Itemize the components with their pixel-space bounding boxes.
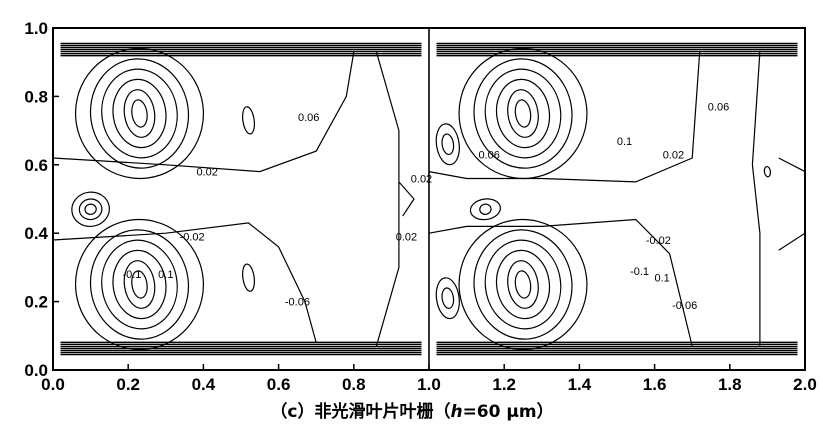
x-tick-label: 1.0 [417, 375, 441, 394]
contour-label: 0.06 [298, 112, 319, 124]
x-tick-label: 1.6 [643, 375, 667, 394]
y-tick-label: 0.4 [24, 224, 48, 243]
contour-label: -0.1 [122, 269, 141, 281]
contour-label: 0.02 [411, 173, 432, 185]
x-tick-label: 1.8 [718, 375, 742, 394]
contour-label: 0.06 [708, 102, 729, 114]
caption-variable: h [450, 402, 462, 422]
contour-label: 0.02 [663, 150, 684, 162]
y-axis-ticks: 0.0 0.2 0.4 0.6 0.8 1.0 [24, 19, 59, 380]
x-tick-label: 0.0 [41, 375, 65, 394]
x-tick-label: 0.8 [342, 375, 366, 394]
x-tick-label: 0.6 [267, 375, 291, 394]
y-tick-label: 0.0 [24, 361, 48, 380]
contour-label: -0.06 [285, 297, 310, 309]
caption-suffix: =60 μm） [463, 401, 554, 422]
y-tick-label: 1.0 [24, 19, 48, 38]
contour-label: 0.1 [654, 273, 669, 285]
contour-label: 0.02 [196, 167, 217, 179]
x-tick-label: 1.2 [492, 375, 516, 394]
contour-value-labels: 0.06 0.02 -0.02 -0.1 0.1 -0.06 0.02 0.02 0.06 0.1… [122, 102, 729, 312]
x-tick-label: 0.4 [192, 375, 216, 394]
x-axis-ticks: 0.0 0.2 0.4 0.6 0.8 1.0 1.2 1.4 1.6 1.8 2.0 [41, 364, 817, 394]
contour-label: 0.1 [617, 136, 632, 148]
y-tick-label: 0.6 [24, 156, 48, 175]
wall-bands [60, 42, 798, 356]
x-tick-label: 0.2 [116, 375, 140, 394]
contour-label: 0.1 [158, 269, 173, 281]
x-tick-label: 1.4 [568, 375, 592, 394]
contour-lines [53, 47, 805, 351]
contour-label: -0.02 [180, 232, 205, 244]
figure-caption: （c）非光滑叶片叶栅（h=60 μm） [270, 401, 553, 422]
x-tick-label: 2.0 [793, 375, 817, 394]
caption-prefix: （c）非光滑叶片叶栅（ [270, 401, 450, 422]
contour-label: 0.06 [478, 150, 499, 162]
contour-label: -0.02 [646, 235, 671, 247]
contour-label: -0.06 [672, 300, 697, 312]
y-tick-label: 0.8 [24, 87, 48, 106]
y-tick-label: 0.2 [24, 293, 48, 312]
contour-label: 0.02 [396, 232, 417, 244]
contour-label: -0.1 [630, 266, 649, 278]
